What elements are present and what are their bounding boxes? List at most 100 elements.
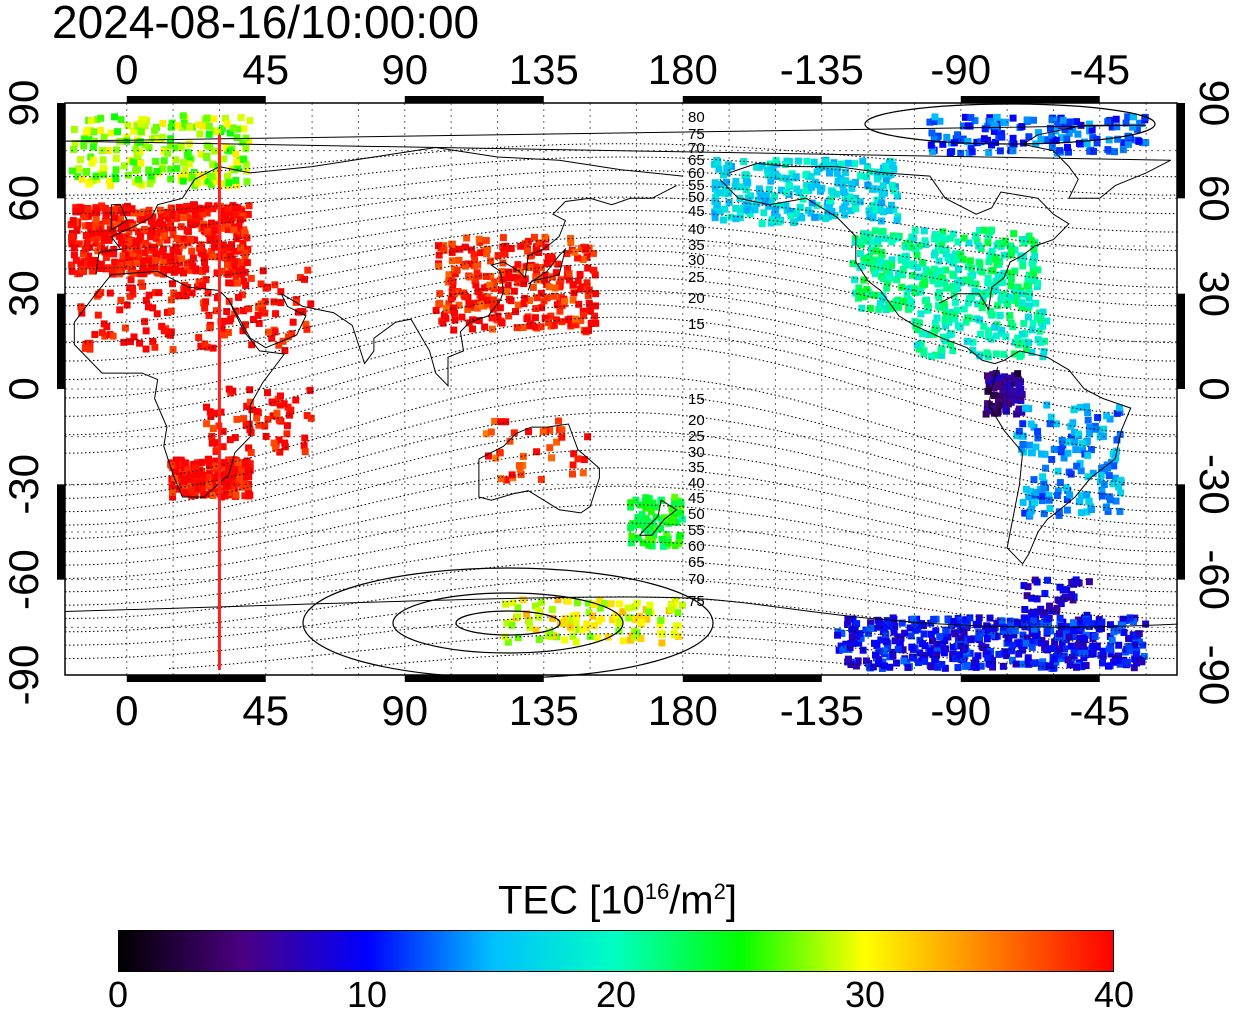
tec-cell bbox=[648, 536, 656, 544]
tec-cell bbox=[911, 620, 919, 628]
tec-cell bbox=[633, 599, 641, 607]
tec-cell bbox=[678, 515, 686, 523]
tec-cell bbox=[767, 196, 775, 204]
tec-cell bbox=[722, 178, 730, 186]
tec-cell bbox=[241, 481, 249, 489]
tec-cell bbox=[529, 283, 537, 291]
tec-cell bbox=[1120, 139, 1128, 147]
tec-cell bbox=[117, 296, 125, 304]
tec-cell bbox=[851, 627, 859, 635]
tec-cell bbox=[569, 632, 577, 640]
tec-cell bbox=[585, 300, 593, 308]
tec-cell bbox=[1111, 456, 1119, 464]
tec-cell bbox=[201, 259, 209, 267]
tec-cell bbox=[147, 217, 155, 225]
tec-cell bbox=[1033, 595, 1041, 603]
tec-cell bbox=[221, 215, 229, 223]
tec-cell bbox=[232, 258, 240, 266]
tec-cell bbox=[992, 350, 1000, 358]
tec-cell bbox=[574, 254, 582, 262]
tec-cell bbox=[192, 478, 200, 486]
tec-cell bbox=[773, 218, 781, 226]
tec-cell bbox=[898, 619, 906, 627]
tec-cell bbox=[209, 205, 217, 213]
tec-cell bbox=[582, 327, 590, 335]
tec-cell bbox=[1028, 643, 1036, 651]
tec-cell bbox=[631, 633, 639, 641]
tec-cell bbox=[878, 191, 886, 199]
tec-cell bbox=[1065, 129, 1073, 137]
tec-cell bbox=[532, 626, 540, 634]
tec-cell bbox=[764, 166, 772, 174]
tec-cell bbox=[436, 290, 444, 298]
tec-cell bbox=[98, 329, 106, 337]
coastline bbox=[639, 499, 678, 536]
contour-label-south: 15 bbox=[688, 391, 705, 408]
tec-cell bbox=[1104, 507, 1112, 515]
tec-cell bbox=[232, 274, 240, 282]
tec-cell bbox=[199, 282, 207, 290]
tec-cell bbox=[873, 642, 881, 650]
tec-cell bbox=[484, 452, 492, 460]
tec-cell bbox=[193, 220, 201, 228]
tec-cell bbox=[859, 646, 867, 654]
tec-cell bbox=[852, 205, 860, 213]
tec-cell bbox=[1016, 378, 1024, 386]
tec-cell bbox=[1063, 135, 1071, 143]
tec-cell bbox=[121, 324, 129, 332]
tec-cell bbox=[903, 291, 911, 299]
tec-cell bbox=[242, 281, 250, 289]
tec-cell bbox=[503, 476, 511, 484]
tec-cell bbox=[241, 492, 249, 500]
tec-cell bbox=[234, 279, 242, 287]
tec-cell bbox=[1017, 432, 1025, 440]
tec-cell bbox=[782, 202, 790, 210]
tec-cell bbox=[1034, 427, 1042, 435]
tec-cell bbox=[942, 626, 950, 634]
tec-cell bbox=[888, 256, 896, 264]
tec-cell bbox=[1006, 626, 1014, 634]
tec-cell bbox=[223, 482, 231, 490]
tec-cell bbox=[949, 346, 957, 354]
tec-cell bbox=[209, 425, 217, 433]
x-tick-bottom: 135 bbox=[509, 687, 579, 734]
tec-cell bbox=[778, 174, 786, 182]
tec-cell bbox=[949, 230, 957, 238]
tec-cell bbox=[798, 214, 806, 222]
tec-cell bbox=[257, 280, 265, 288]
tec-cell bbox=[1077, 492, 1085, 500]
tec-cell bbox=[86, 339, 94, 347]
tec-cell bbox=[183, 259, 191, 267]
tec-cell bbox=[939, 228, 947, 236]
tec-cell bbox=[772, 157, 780, 165]
tec-cell bbox=[969, 338, 977, 346]
tec-cell bbox=[569, 612, 577, 620]
tec-cell bbox=[213, 294, 221, 302]
tec-cell bbox=[976, 226, 984, 234]
tec-cell bbox=[935, 257, 943, 265]
tec-cell bbox=[492, 454, 500, 462]
tec-cell bbox=[927, 268, 935, 276]
tec-cell bbox=[632, 496, 640, 504]
tec-cell bbox=[514, 261, 522, 269]
tec-cell bbox=[967, 272, 975, 280]
tec-cell bbox=[568, 470, 576, 478]
tec-cell bbox=[1039, 308, 1047, 316]
tec-cell bbox=[97, 289, 105, 297]
tec-cell bbox=[90, 266, 98, 274]
tec-cell bbox=[1030, 617, 1038, 625]
tec-cell bbox=[1130, 618, 1138, 626]
tec-cell bbox=[205, 461, 213, 469]
tec-cell bbox=[450, 304, 458, 312]
tec-cell bbox=[575, 300, 583, 308]
tec-cell bbox=[875, 622, 883, 630]
tec-cell bbox=[943, 133, 951, 141]
contour-line bbox=[65, 209, 1177, 270]
tec-cell bbox=[224, 225, 232, 233]
tec-cell bbox=[1027, 236, 1035, 244]
tec-cell bbox=[1079, 634, 1087, 642]
tec-cell bbox=[952, 135, 960, 143]
tec-cell bbox=[1093, 621, 1101, 629]
tec-cell bbox=[212, 307, 220, 315]
tec-cell bbox=[863, 285, 871, 293]
